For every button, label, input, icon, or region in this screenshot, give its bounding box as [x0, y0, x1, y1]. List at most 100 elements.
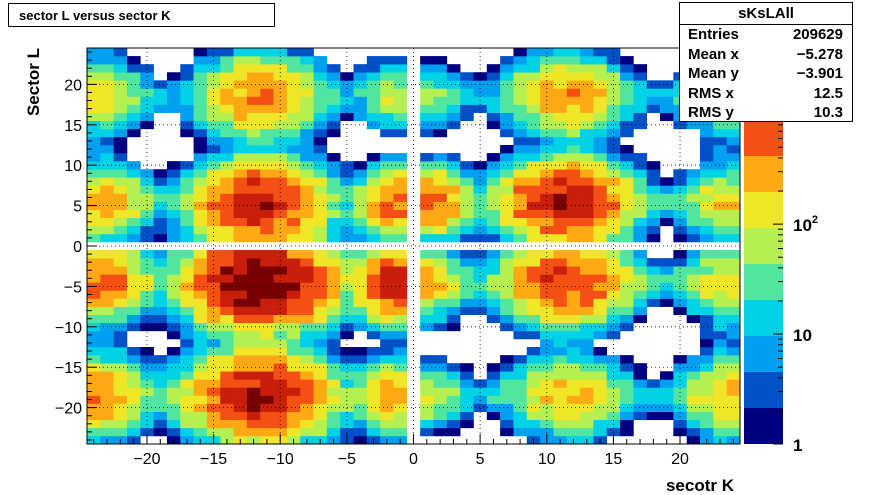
heatmap-cell [113, 225, 128, 235]
heatmap-cell [580, 347, 594, 356]
heatmap-cell [420, 209, 434, 219]
heatmap-cell [726, 266, 741, 275]
heatmap-cell [526, 330, 541, 340]
heatmap-cell [540, 330, 554, 340]
heatmap-cell [366, 355, 381, 364]
heatmap-cell [540, 153, 554, 162]
heatmap-cell [673, 209, 687, 219]
heatmap-cell [566, 395, 581, 404]
heatmap-cell [366, 290, 381, 299]
heatmap-cell [580, 266, 594, 275]
heatmap-cell [193, 403, 208, 412]
heatmap-cell [726, 258, 741, 267]
heatmap-cell [433, 56, 448, 65]
heatmap-cell [513, 161, 528, 170]
heatmap-cell [526, 161, 541, 170]
heatmap-cell [580, 258, 594, 267]
heatmap-cell [446, 112, 461, 122]
heatmap-cell [513, 290, 528, 299]
heatmap-cell [286, 112, 301, 122]
heatmap-cell [273, 201, 288, 210]
heatmap-cell [526, 411, 541, 421]
heatmap-cell [246, 330, 261, 340]
heatmap-cell [140, 314, 154, 324]
heatmap-cell [260, 411, 274, 421]
heatmap-cell [140, 306, 154, 315]
heatmap-cell [286, 387, 301, 396]
heatmap-cell [633, 96, 648, 105]
heatmap-cell [553, 104, 568, 113]
heatmap-cell [353, 96, 368, 105]
heatmap-cell [660, 201, 674, 210]
heatmap-cell [393, 120, 408, 130]
heatmap-cell [526, 201, 541, 210]
heatmap-cell [126, 282, 141, 291]
heatmap-cell [460, 112, 474, 122]
heatmap-cell [233, 258, 248, 267]
heatmap-cell [726, 371, 741, 380]
heatmap-cell [446, 274, 461, 283]
heatmap-cell [713, 306, 727, 315]
heatmap-cell [380, 338, 394, 348]
heatmap-cell [233, 355, 248, 364]
heatmap-cell [126, 201, 141, 210]
heatmap-cell [126, 193, 141, 202]
heatmap-cell [246, 258, 261, 267]
heatmap-cell [660, 274, 674, 283]
heatmap-cell [513, 56, 528, 65]
heatmap-cell [126, 427, 141, 437]
heatmap-cell [313, 419, 328, 429]
heatmap-cell [326, 96, 341, 105]
heatmap-cell [660, 282, 674, 291]
heatmap-cell [113, 330, 128, 340]
heatmap-cell [140, 217, 154, 227]
heatmap-cell [606, 322, 621, 332]
heatmap-cell [286, 355, 301, 364]
heatmap-cell [300, 177, 314, 186]
heatmap-cell [113, 80, 128, 89]
heatmap-cell [420, 427, 434, 437]
heatmap-cell [87, 274, 101, 283]
heatmap-cell [686, 314, 701, 324]
heatmap-cell [380, 177, 394, 186]
heatmap-cell [286, 427, 301, 437]
heatmap-cell [500, 322, 514, 332]
heatmap-cell [313, 322, 328, 332]
heatmap-cell [446, 88, 461, 97]
heatmap-cell [620, 64, 634, 73]
heatmap-cell [153, 274, 168, 283]
heatmap-cell [486, 209, 501, 219]
heatmap-cell [700, 419, 714, 429]
heatmap-cell [540, 395, 554, 404]
x-tick-label: 10 [538, 451, 556, 468]
heatmap-cell [673, 387, 687, 396]
heatmap-cell [580, 201, 594, 210]
heatmap-cell [206, 403, 221, 412]
heatmap-cell [513, 225, 528, 235]
heatmap-cell [340, 330, 354, 340]
heatmap-cell [660, 209, 674, 219]
heatmap-cell [286, 330, 301, 340]
heatmap-cell [486, 363, 501, 372]
heatmap-cell [420, 250, 434, 259]
heatmap-cell [366, 387, 381, 396]
heatmap-cell [126, 80, 141, 89]
heatmap-cell [233, 120, 248, 130]
heatmap-cell [273, 144, 288, 154]
heatmap-cell [620, 120, 634, 130]
heatmap-cell [193, 104, 208, 113]
heatmap-cell [153, 225, 168, 235]
heatmap-cell [113, 322, 128, 332]
heatmap-cell [660, 185, 674, 194]
heatmap-cell [273, 411, 288, 421]
heatmap-cell [206, 136, 221, 146]
heatmap-cell [726, 322, 741, 332]
heatmap-cell [620, 128, 634, 138]
heatmap-cell [326, 419, 341, 429]
heatmap-cell [673, 266, 687, 275]
heatmap-cell [713, 411, 727, 421]
heatmap-cell [500, 298, 514, 307]
heatmap-cell [166, 258, 181, 267]
heatmap-cell [113, 266, 128, 275]
stats-row: RMS x 12.5 [680, 84, 852, 104]
